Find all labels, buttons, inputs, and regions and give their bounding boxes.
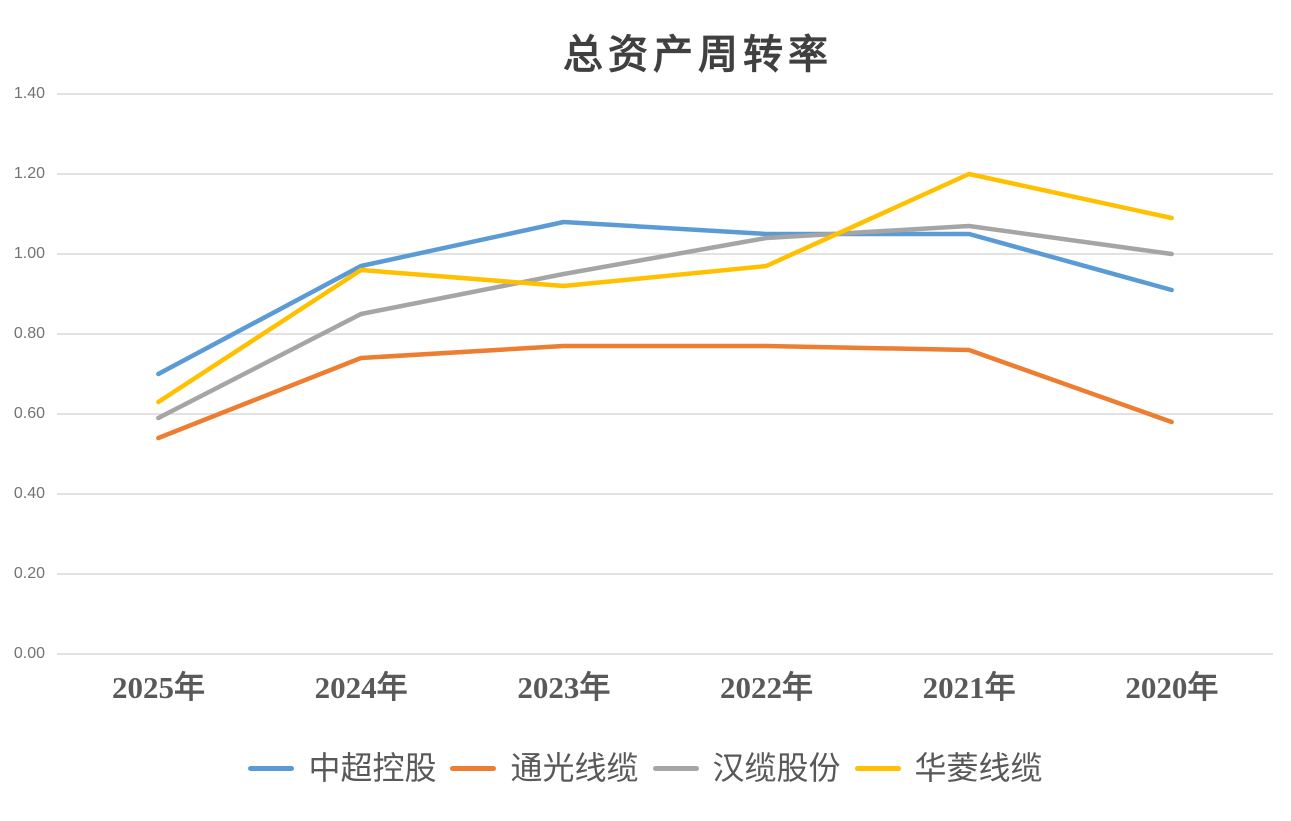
legend-item-通光线缆: 通光线缆 (450, 746, 639, 790)
y-axis-tick-label: 1.20 (13, 165, 45, 182)
legend-label: 汉缆股份 (712, 750, 841, 786)
x-axis-category-label: 2021年 (922, 670, 1016, 705)
y-axis-tick-label: 0.40 (13, 485, 45, 502)
legend-label: 中超控股 (308, 750, 437, 786)
x-axis-category-label: 2024年 (314, 670, 408, 705)
x-axis-category-label: 2025年 (112, 670, 205, 705)
legend-item-华菱线缆: 华菱线缆 (854, 746, 1043, 790)
chart-legend: 中超控股 通光线缆 汉缆股份 华菱线缆 (0, 744, 1291, 792)
series-line-通光线缆 (156, 343, 1174, 441)
series-line-华菱线缆 (156, 171, 1174, 405)
x-axis-category-label: 2022年 (720, 670, 813, 705)
legend-swatch-icon (652, 765, 699, 771)
chart-title: 总资产周转率 (563, 32, 833, 77)
legend-swatch-icon (248, 765, 295, 771)
y-axis-tick-label: 0.60 (13, 405, 45, 422)
x-axis-category-label: 2023年 (517, 670, 611, 705)
y-axis-tick-label: 0.20 (13, 565, 45, 582)
x-axis-category-label: 2020年 (1125, 670, 1219, 705)
y-axis-tick-label: 1.40 (13, 85, 45, 102)
legend-swatch-icon (854, 765, 901, 771)
y-axis-tick-label: 0.00 (13, 645, 45, 662)
legend-swatch-icon (450, 765, 497, 771)
legend-item-汉缆股份: 汉缆股份 (652, 746, 841, 790)
series-line-汉缆股份 (156, 223, 1174, 421)
legend-item-中超控股: 中超控股 (248, 746, 436, 790)
y-axis-tick-label: 1.00 (13, 245, 45, 262)
legend-label: 通光线缆 (510, 750, 639, 786)
y-axis-tick-label: 0.80 (13, 325, 45, 342)
legend-label: 华菱线缆 (914, 750, 1043, 786)
series-line-中超控股 (156, 219, 1174, 377)
